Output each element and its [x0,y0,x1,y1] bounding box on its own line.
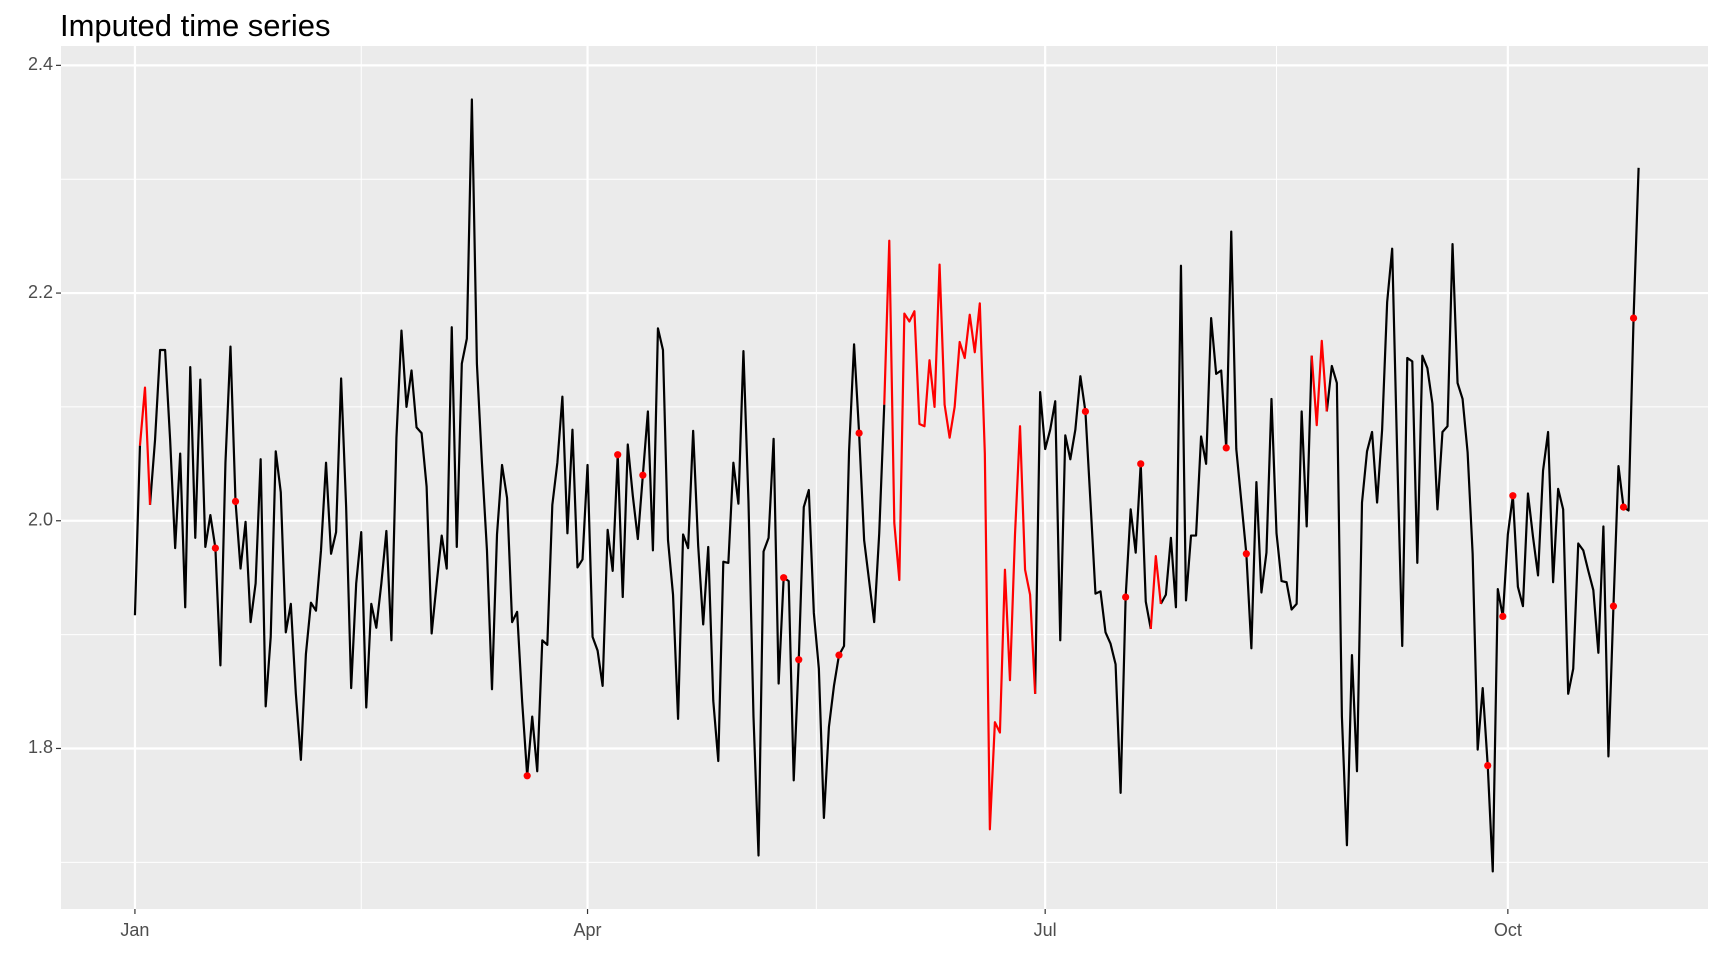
imputed-point [855,429,863,437]
imputed-point [231,497,240,506]
y-tick-label: 2.0 [28,510,53,530]
imputed-point [780,574,788,582]
imputed-point [1222,444,1230,452]
imputed-line [883,239,1037,831]
x-tick-label: Jul [1034,920,1057,940]
series-line [133,98,1640,873]
imputed-point [1629,314,1638,322]
imputed-point [1499,612,1507,620]
y-tick-label: 1.8 [28,737,53,757]
y-tick-label: 2.2 [28,282,53,302]
x-tick-label: Apr [574,920,602,940]
x-tick-label: Jan [120,920,149,940]
imputed-point [523,772,531,780]
imputed-point [1619,503,1628,511]
imputed-point [1242,550,1250,558]
imputed-point [1081,407,1090,416]
panel [61,46,1708,909]
imputed-point [1137,460,1145,468]
imputed-point [1122,593,1130,601]
imputed-line [138,386,152,505]
imputed-point [1609,602,1618,610]
chart-title: Imputed time series [60,8,331,43]
imputed-line [1310,339,1328,427]
imputed-point [835,651,843,659]
imputed-line [1149,554,1162,629]
y-tick-label: 2.4 [28,54,53,74]
x-tick-label: Oct [1494,920,1522,940]
imputed-point [614,451,622,459]
imputed-point [1484,761,1492,770]
imputed-point [795,656,803,664]
imputed-point [1509,492,1517,500]
imputed-point [639,471,647,479]
imputed-point [211,544,219,552]
